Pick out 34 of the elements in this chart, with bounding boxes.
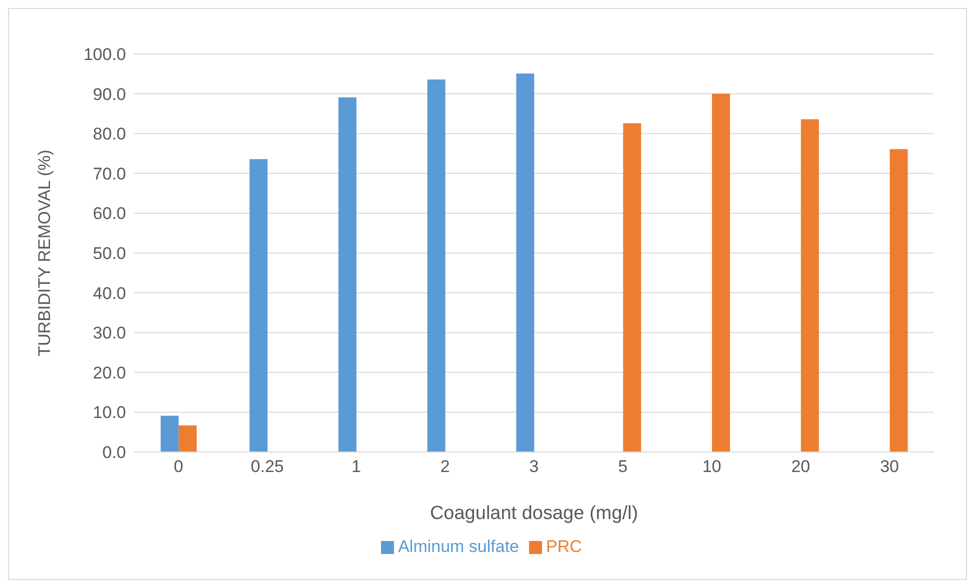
y-tick-label: 100.0 (83, 45, 126, 64)
y-tick-label: 90.0 (92, 84, 126, 104)
x-tick-label: 5 (618, 457, 628, 476)
y-tick-label: 10.0 (92, 403, 126, 422)
legend-label: PRC (546, 537, 582, 556)
y-tick-label: 0.0 (102, 443, 126, 462)
x-tick-label: 0 (174, 457, 184, 476)
bar (250, 159, 268, 452)
y-axis-title: TURBIDITY REMOVAL (%) (35, 150, 54, 356)
legend-label: Alminum sulfate (398, 537, 520, 556)
x-tick-label: 20 (791, 457, 810, 476)
bar (623, 123, 642, 452)
y-tick-label: 20.0 (92, 363, 126, 382)
bar (178, 425, 197, 452)
bar (516, 74, 534, 452)
y-tick-label: 80.0 (92, 124, 126, 144)
x-axis-title: Coagulant dosage (mg/l) (430, 503, 638, 524)
x-tick-label: 1 (351, 457, 361, 476)
y-tick-label: 60.0 (92, 204, 126, 224)
bar (338, 97, 356, 452)
x-tick-label: 0.25 (250, 457, 284, 476)
y-tick-label: 30.0 (92, 324, 126, 343)
bar (427, 79, 446, 452)
y-tick-label: 40.0 (92, 284, 126, 303)
x-tick-label: 10 (702, 457, 722, 476)
bar (160, 416, 179, 452)
y-tick-label: 70.0 (92, 164, 126, 184)
bar (712, 94, 730, 452)
x-tick-label: 30 (880, 457, 900, 476)
x-tick-label: 3 (529, 457, 539, 476)
bar (890, 149, 908, 452)
bar (800, 119, 819, 452)
x-tick-label: 2 (440, 457, 450, 476)
y-tick-label: 50.0 (92, 244, 126, 264)
